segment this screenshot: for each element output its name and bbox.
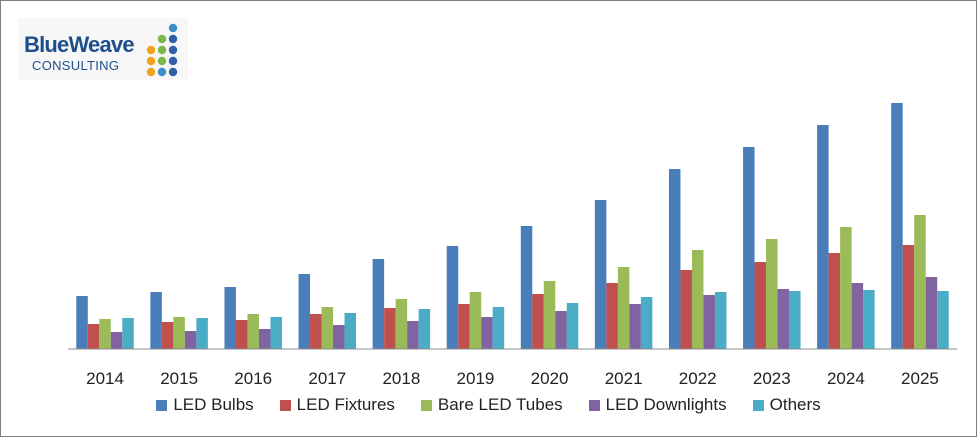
x-tick-labels: 2014 2015 2016 2017 2018 2019 2020 2021 2022 2023… bbox=[86, 369, 939, 388]
x-tick-label: 2015 bbox=[160, 369, 198, 388]
x-tick-label: 2014 bbox=[86, 369, 124, 388]
bar-led-downlights-2023 bbox=[778, 289, 790, 349]
legend-label: LED Downlights bbox=[606, 395, 727, 415]
bar-bare-led-tubes-2014 bbox=[99, 319, 111, 349]
bar-led-bulbs-2017 bbox=[299, 274, 311, 349]
legend-item: LED Downlights bbox=[589, 395, 727, 415]
x-tick-label: 2016 bbox=[234, 369, 272, 388]
legend-item: LED Bulbs bbox=[156, 395, 253, 415]
x-tick-label: 2023 bbox=[753, 369, 791, 388]
bar-led-downlights-2024 bbox=[852, 283, 864, 349]
bar-led-downlights-2014 bbox=[111, 332, 123, 349]
bar-led-bulbs-2019 bbox=[447, 246, 459, 349]
bar-led-bulbs-2014 bbox=[76, 296, 88, 349]
bar-others-2025 bbox=[937, 291, 949, 349]
bar-others-2019 bbox=[493, 307, 505, 349]
bar-others-2017 bbox=[345, 313, 357, 349]
x-tick-label: 2025 bbox=[901, 369, 939, 388]
bar-led-fixtures-2016 bbox=[236, 320, 248, 349]
x-tick-label: 2019 bbox=[457, 369, 495, 388]
legend-swatch bbox=[280, 400, 291, 411]
bar-led-fixtures-2024 bbox=[829, 253, 841, 349]
bar-bare-led-tubes-2020 bbox=[544, 281, 556, 349]
bar-led-fixtures-2025 bbox=[903, 245, 915, 349]
legend-label: Others bbox=[770, 395, 821, 415]
legend-swatch bbox=[421, 400, 432, 411]
bar-others-2022 bbox=[715, 292, 727, 349]
bar-others-2015 bbox=[196, 318, 208, 349]
legend-item: LED Fixtures bbox=[280, 395, 395, 415]
bar-bare-led-tubes-2015 bbox=[173, 317, 185, 349]
bar-bare-led-tubes-2022 bbox=[692, 250, 704, 349]
bar-led-downlights-2018 bbox=[407, 321, 419, 349]
bar-led-fixtures-2018 bbox=[384, 308, 396, 349]
legend-item: Bare LED Tubes bbox=[421, 395, 563, 415]
x-tick-label: 2017 bbox=[308, 369, 346, 388]
bar-led-fixtures-2020 bbox=[532, 294, 544, 349]
bar-bare-led-tubes-2018 bbox=[396, 299, 408, 349]
bar-led-fixtures-2014 bbox=[88, 324, 100, 349]
bar-led-bulbs-2022 bbox=[669, 169, 681, 349]
bar-led-bulbs-2016 bbox=[224, 287, 236, 349]
x-tick-label: 2021 bbox=[605, 369, 643, 388]
bar-bare-led-tubes-2021 bbox=[618, 267, 630, 349]
x-tick-label: 2022 bbox=[679, 369, 717, 388]
bar-led-fixtures-2023 bbox=[755, 262, 767, 349]
x-tick-label: 2024 bbox=[827, 369, 865, 388]
bar-bare-led-tubes-2023 bbox=[766, 239, 778, 349]
bar-bare-led-tubes-2017 bbox=[322, 307, 334, 349]
bar-others-2018 bbox=[419, 309, 431, 349]
bar-led-downlights-2015 bbox=[185, 331, 197, 349]
bars-group bbox=[76, 103, 948, 349]
bar-others-2020 bbox=[567, 303, 579, 349]
bar-bare-led-tubes-2025 bbox=[914, 215, 926, 349]
chart-legend: LED Bulbs LED Fixtures Bare LED Tubes LED D… bbox=[0, 393, 977, 417]
bar-led-bulbs-2015 bbox=[150, 292, 162, 349]
bar-led-fixtures-2017 bbox=[310, 314, 322, 349]
bar-others-2014 bbox=[122, 318, 134, 349]
legend-label: Bare LED Tubes bbox=[438, 395, 563, 415]
bar-led-fixtures-2015 bbox=[162, 322, 174, 349]
legend-swatch bbox=[589, 400, 600, 411]
bar-led-bulbs-2021 bbox=[595, 200, 607, 349]
bar-bare-led-tubes-2019 bbox=[470, 292, 482, 349]
bar-chart: 2014 2015 2016 2017 2018 2019 2020 2021 2022 2023… bbox=[0, 0, 977, 437]
bar-led-bulbs-2025 bbox=[891, 103, 903, 349]
bar-led-fixtures-2022 bbox=[680, 270, 692, 349]
legend-item: Others bbox=[753, 395, 821, 415]
bar-led-bulbs-2023 bbox=[743, 147, 755, 349]
bar-others-2021 bbox=[641, 297, 653, 349]
bar-led-downlights-2016 bbox=[259, 329, 271, 349]
bar-bare-led-tubes-2024 bbox=[840, 227, 852, 349]
bar-led-downlights-2017 bbox=[333, 325, 345, 349]
x-tick-label: 2018 bbox=[382, 369, 420, 388]
bar-led-bulbs-2024 bbox=[817, 125, 829, 349]
bar-others-2024 bbox=[863, 290, 875, 349]
bar-led-bulbs-2020 bbox=[521, 226, 533, 349]
legend-swatch bbox=[156, 400, 167, 411]
bar-led-downlights-2022 bbox=[703, 295, 715, 349]
bar-bare-led-tubes-2016 bbox=[247, 314, 259, 349]
bar-led-bulbs-2018 bbox=[373, 259, 385, 349]
bar-others-2016 bbox=[270, 317, 282, 349]
bar-led-downlights-2021 bbox=[629, 304, 641, 349]
legend-label: LED Bulbs bbox=[173, 395, 253, 415]
bar-led-downlights-2019 bbox=[481, 317, 493, 349]
legend-swatch bbox=[753, 400, 764, 411]
bar-led-downlights-2020 bbox=[555, 311, 567, 349]
x-tick-label: 2020 bbox=[531, 369, 569, 388]
bar-led-fixtures-2019 bbox=[458, 304, 470, 349]
bar-led-fixtures-2021 bbox=[606, 283, 618, 349]
bar-others-2023 bbox=[789, 291, 801, 349]
legend-label: LED Fixtures bbox=[297, 395, 395, 415]
bar-led-downlights-2025 bbox=[926, 277, 938, 349]
